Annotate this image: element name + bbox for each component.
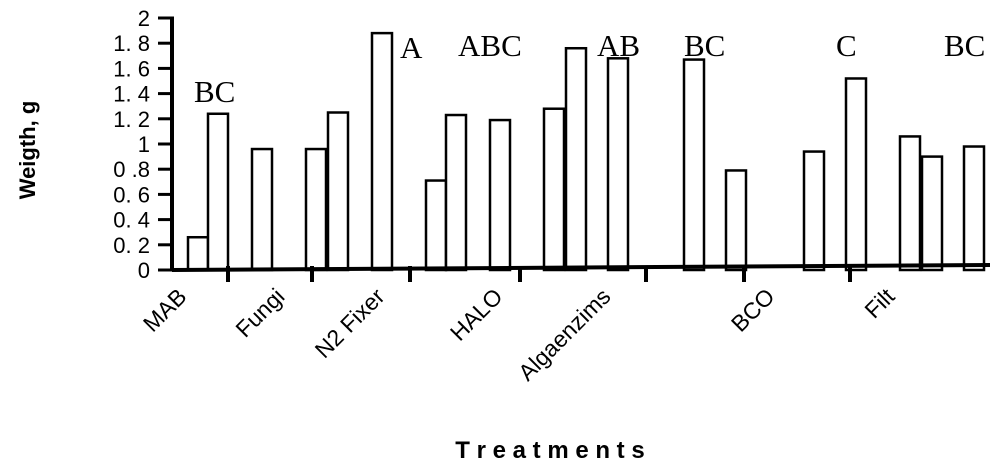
bar [444,113,468,272]
bar [488,118,512,272]
y-tick-label: 0. 4 [113,208,150,233]
group-letter: ABC [458,28,522,63]
y-tick-label: 2 [138,6,150,31]
bar [370,31,394,272]
bar [802,150,826,272]
y-axis-title: Weigth, g [15,101,40,200]
y-tick-label: 1. 6 [113,56,150,81]
y-tick-label: 0 [138,258,150,283]
bar [898,135,922,272]
group-letter: C [836,28,857,63]
y-tick-label: 0. 2 [113,233,150,258]
category-label: N2 Fixer [310,283,390,363]
group-letter: BC [944,28,985,63]
bar [304,147,328,272]
bar [542,107,566,272]
y-tick-label: 1. 8 [113,31,150,56]
y-tick-label: 0. 6 [113,182,150,207]
bar [844,77,868,272]
y-axis-ticks [158,16,174,272]
bar [724,169,748,272]
group-letter-labels: BC A ABC AB BC C BC [194,28,985,109]
bar [186,235,210,272]
group-letter: BC [684,28,725,63]
category-label: Filt [859,283,899,323]
group-letter: A [400,30,423,65]
bar [606,57,630,272]
bar [920,155,944,272]
category-label: Algaenzims [513,283,615,385]
category-label: MAB [138,283,192,337]
y-tick-label: 1. 4 [113,82,150,107]
bar [206,112,230,272]
bars-layer [186,31,986,272]
y-tick-label: 0 .8 [113,157,150,182]
y-tick-label: 1. 2 [113,107,150,132]
bar [564,46,588,272]
category-label: BCO [726,283,780,337]
bar [682,58,706,272]
y-tick-labels: 00. 20. 40. 60 .811. 21. 41. 61. 82 [113,6,150,283]
bar [424,179,448,272]
category-labels: MAB Fungi N2 Fixer HALO Algaenzims BCO Filt [138,283,900,386]
group-letter: AB [597,28,640,63]
y-tick-label: 1 [138,132,150,157]
x-axis-ticks [226,266,852,282]
category-label: Fungi [230,283,289,342]
category-label: HALO [445,283,508,346]
bar [326,111,350,272]
bar [250,147,274,272]
x-axis-line [171,263,991,272]
bar [962,145,986,272]
x-axis-title: T r e a t m e n t s [455,437,644,464]
group-letter: BC [194,74,235,109]
